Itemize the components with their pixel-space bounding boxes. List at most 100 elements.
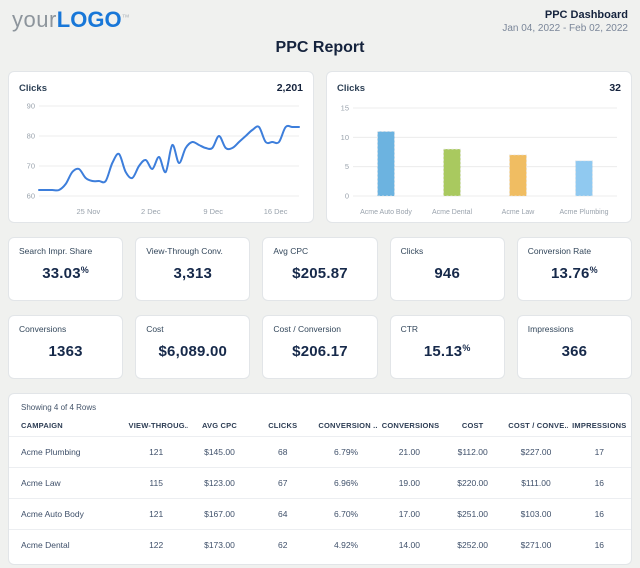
kpi-label: Clicks — [400, 246, 424, 256]
table-column-header: CAMPAIGN — [21, 421, 63, 430]
table-cell: 68 — [251, 436, 315, 468]
kpi-card: Cost $6,089.00 — [135, 315, 251, 379]
table-cell: $220.00 — [441, 467, 505, 499]
campaign-name-cell: Acme Law — [9, 467, 125, 499]
kpi-card: Search Impr. Share 33.03% — [8, 237, 124, 301]
table-cell: $271.00 — [504, 529, 568, 560]
campaign-name-cell: Acme Auto Body — [9, 498, 125, 530]
date-range: Jan 04, 2022 - Feb 02, 2022 — [502, 23, 628, 34]
table-cell: 16 — [567, 467, 631, 499]
table-cell: $145.00 — [187, 436, 252, 468]
table-header-row: CAMPAIGN VIEW-THROUG... AVG CPC CLICKS CONVE… — [9, 414, 631, 437]
svg-text:9 Dec: 9 Dec — [203, 207, 223, 216]
svg-text:15: 15 — [341, 104, 349, 113]
table-row-count: Showing 4 of 4 Rows — [21, 403, 97, 412]
table-column-header: IMPRESSIONS — [572, 421, 627, 430]
table-row: Acme Dental 122 $173.00 62 4.92% 14.00 $252.00… — [9, 529, 631, 560]
kpi-value: 15.13% — [423, 343, 471, 360]
table-cell: 121 — [124, 498, 188, 530]
company-logo: yourLOGO™ — [12, 8, 130, 32]
logo-your-text: your — [12, 7, 57, 32]
kpi-value-suffix: % — [589, 265, 598, 275]
table-cell: 6.79% — [314, 436, 378, 468]
kpi-label: CTR — [400, 324, 419, 334]
campaign-name-cell: Acme Dental — [9, 529, 125, 560]
bar-chart-total: 32 — [609, 82, 621, 94]
table-row: Acme Plumbing 121 $145.00 68 6.79% 21.00 $112.… — [9, 436, 631, 468]
kpi-value-suffix: % — [80, 265, 89, 275]
table-cell: 115 — [124, 467, 188, 499]
kpi-label: Search Impr. Share — [19, 246, 93, 256]
table-cell: $167.00 — [187, 498, 252, 530]
table-column-header: COST / CONVE... — [508, 421, 568, 430]
line-chart-card: Clicks 2,201 60 70 80 90 25 Nov 2 Dec 9 Dec 16 … — [8, 71, 314, 223]
logo-main-text: LOGO — [56, 7, 122, 32]
bar-chart-title: Clicks — [337, 82, 365, 94]
kpi-label: Cost — [146, 324, 164, 334]
kpi-value: 33.03% — [42, 265, 89, 282]
table-column-header: VIEW-THROUG... — [128, 421, 188, 430]
clicks-line-chart: 60 70 80 90 25 Nov 2 Dec 9 Dec 16 Dec — [27, 102, 300, 216]
bar-chart-card: Clicks 32 0 5 10 15 Acme Auto Body Acme Denta… — [326, 71, 632, 223]
dashboard-title: PPC Dashboard — [544, 9, 628, 21]
table-cell: 17 — [567, 436, 631, 468]
campaign-name-cell: Acme Plumbing — [9, 436, 125, 468]
header: yourLOGO™ PPC Dashboard Jan 04, 2022 - F… — [8, 6, 632, 35]
table-cell: 6.96% — [314, 467, 378, 499]
kpi-card: Conversions 1363 — [8, 315, 124, 379]
svg-text:Acme Plumbing: Acme Plumbing — [559, 209, 608, 216]
svg-text:90: 90 — [27, 102, 35, 111]
kpi-value: 1363 — [48, 343, 83, 360]
table-column-header: COST — [461, 421, 484, 430]
kpi-label: View-Through Conv. — [146, 246, 223, 256]
kpi-row-2: Conversions 1363 Cost $6,089.00 Cost / Conve… — [8, 315, 632, 379]
line-chart-header: Clicks 2,201 — [19, 80, 303, 96]
svg-text:80: 80 — [27, 132, 35, 141]
kpi-value: $205.87 — [292, 265, 348, 282]
table-cell: $112.00 — [441, 436, 505, 468]
kpi-label: Cost / Conversion — [273, 324, 341, 334]
kpi-label: Impressions — [527, 324, 574, 334]
page-title: PPC Report — [275, 39, 365, 56]
kpi-value: 946 — [434, 265, 461, 282]
table-cell: $227.00 — [504, 436, 568, 468]
svg-text:5: 5 — [345, 162, 349, 171]
kpi-value: 3,313 — [173, 265, 213, 282]
svg-text:60: 60 — [27, 192, 35, 201]
table-cell: 4.92% — [314, 529, 378, 560]
table-cell: $123.00 — [187, 467, 252, 499]
kpi-card: CTR 15.13% — [389, 315, 505, 379]
table-cell: 122 — [124, 529, 188, 560]
table-cell: $173.00 — [187, 529, 252, 560]
table-cell: 121 — [124, 436, 188, 468]
kpi-card: Conversion Rate 13.76% — [516, 237, 632, 301]
kpi-value: $206.17 — [292, 343, 348, 360]
table-cell: 16 — [567, 498, 631, 530]
line-chart-title: Clicks — [19, 82, 47, 94]
table-cell: 64 — [251, 498, 315, 530]
table-cell: 17.00 — [377, 498, 441, 530]
table-column-header: CONVERSIONS — [381, 421, 440, 430]
kpi-card: Avg CPC $205.87 — [262, 237, 378, 301]
campaign-table-card: Showing 4 of 4 Rows CAMPAIGN VIEW-THROUG.… — [8, 393, 632, 565]
svg-text:25 Nov: 25 Nov — [77, 207, 101, 216]
kpi-value: 13.76% — [551, 265, 598, 282]
table-column-header: CLICKS — [268, 421, 298, 430]
table-cell: 6.70% — [314, 498, 378, 530]
table-cell: $251.00 — [441, 498, 505, 530]
table-row: Acme Auto Body 121 $167.00 64 6.70% 17.00 $251… — [9, 498, 631, 530]
kpi-value: $6,089.00 — [158, 343, 228, 360]
kpi-label: Conversion Rate — [527, 246, 592, 256]
campaign-table: CAMPAIGN VIEW-THROUG... AVG CPC CLICKS CONVE… — [9, 414, 631, 560]
table-cell: $111.00 — [504, 467, 568, 499]
header-meta: PPC Dashboard Jan 04, 2022 - Feb 02, 202… — [502, 8, 628, 35]
kpi-card: View-Through Conv. 3,313 — [135, 237, 251, 301]
svg-text:2 Dec: 2 Dec — [141, 207, 161, 216]
table-cell: 16 — [567, 529, 631, 560]
kpi-row-1: Search Impr. Share 33.03% View-Through Con… — [8, 237, 632, 301]
svg-text:70: 70 — [27, 162, 35, 171]
kpi-value-suffix: % — [462, 343, 471, 353]
svg-text:Acme Auto Body: Acme Auto Body — [360, 209, 412, 216]
kpi-label: Conversions — [19, 324, 67, 334]
